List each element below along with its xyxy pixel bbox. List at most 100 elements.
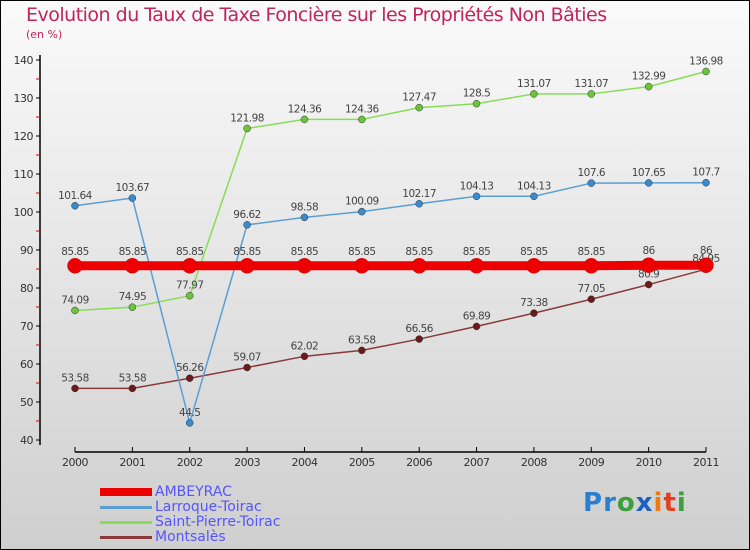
data-point [185, 291, 194, 300]
data-label: 85.85 [291, 246, 319, 258]
series-line-AMBEYRAC [75, 260, 706, 271]
data-label: 85.85 [61, 246, 89, 258]
x-tick-label: 2005 [349, 456, 375, 469]
data-point [415, 335, 423, 343]
data-point [644, 82, 653, 91]
data-point [300, 213, 309, 222]
legend-label: Saint-Pierre-Toirac [155, 514, 281, 530]
x-tick-label: 2004 [291, 456, 317, 469]
data-label: 74.09 [61, 294, 89, 306]
data-point [587, 295, 596, 303]
data-point [640, 257, 657, 273]
data-label: 124.36 [288, 103, 323, 115]
y-tick-label: 100 [14, 206, 34, 219]
data-label: 85.85 [233, 246, 261, 258]
data-label: 56.26 [176, 362, 204, 374]
legend-label: Montsalès [155, 529, 226, 545]
data-label: 98.58 [291, 201, 319, 213]
data-point [181, 258, 198, 274]
x-tick-label: 2010 [636, 456, 662, 469]
series-line-Saint-Pierre-Toirac [74, 70, 707, 312]
x-tick-label: 2006 [406, 456, 432, 469]
legend-label: AMBEYRAC [155, 484, 232, 500]
data-label: 85.85 [348, 246, 376, 258]
data-label: 53.58 [61, 372, 89, 384]
chart-subtitle: (en %) [26, 28, 63, 41]
legend-swatch [100, 535, 152, 539]
series-line-Larroque-Toirac [74, 181, 707, 426]
y-tick-label: 60 [20, 358, 33, 371]
data-point [300, 115, 309, 124]
data-point [415, 200, 423, 208]
y-tick-label: 140 [14, 54, 34, 67]
data-label: 62.02 [291, 340, 319, 352]
data-point [300, 352, 309, 361]
data-point [71, 384, 79, 393]
data-point [296, 258, 313, 274]
data-point [124, 258, 141, 274]
data-label: 69.89 [463, 310, 491, 322]
legend-label: Larroque-Toirac [155, 499, 262, 515]
data-label: 127.47 [402, 92, 436, 104]
data-point [644, 179, 653, 187]
data-point [358, 115, 366, 124]
data-label: 74.95 [119, 291, 147, 303]
data-label: 85.85 [463, 246, 491, 258]
x-tick-label: 2009 [578, 456, 604, 469]
data-point [530, 309, 538, 317]
data-label: 86 [642, 245, 655, 257]
y-tick-label: 50 [20, 396, 33, 409]
x-tick-label: 2001 [119, 456, 145, 469]
y-tick-label: 90 [20, 244, 33, 257]
data-label: 85.85 [405, 246, 433, 258]
data-label: 66.56 [405, 323, 433, 335]
data-label: 104.13 [460, 180, 494, 192]
data-label: 96.62 [233, 209, 261, 221]
data-point [358, 346, 366, 355]
data-label: 131.07 [517, 78, 551, 90]
data-label: 103.67 [115, 182, 149, 194]
x-tick-label: 2011 [693, 456, 719, 469]
data-label: 136.98 [689, 55, 723, 67]
data-point [415, 103, 423, 112]
data-point [243, 221, 251, 229]
data-label: 101.64 [58, 190, 93, 202]
data-point [411, 258, 427, 274]
data-label: 100.09 [345, 196, 379, 208]
y-tick-label: 120 [14, 130, 34, 143]
data-point [644, 280, 653, 289]
x-tick-label: 2008 [521, 456, 547, 469]
legend-swatch [100, 488, 152, 496]
data-label: 59.07 [233, 352, 261, 364]
data-label: 85.85 [577, 246, 605, 258]
data-label: 102.17 [402, 188, 436, 200]
x-tick-label: 2007 [464, 456, 490, 469]
data-label: 124.36 [345, 103, 380, 115]
data-point [472, 99, 481, 108]
data-label: 86 [700, 245, 713, 257]
chart-title: Evolution du Taux de Taxe Foncière sur l… [26, 4, 607, 26]
data-label: 131.07 [574, 78, 608, 90]
y-tick-label: 40 [20, 434, 33, 447]
data-point [239, 258, 255, 274]
data-label: 121.98 [230, 112, 264, 124]
data-point [185, 374, 194, 382]
data-point [702, 67, 710, 76]
data-label: 77.05 [577, 283, 605, 295]
y-tick-label: 70 [20, 320, 33, 333]
data-point [587, 90, 596, 98]
data-point [354, 258, 370, 274]
data-point [702, 178, 710, 187]
data-point [472, 322, 481, 331]
data-point [243, 124, 251, 133]
x-tick-label: 2002 [177, 456, 203, 469]
data-label: 104.13 [517, 180, 551, 192]
data-label: 128.5 [463, 88, 491, 100]
y-tick-label: 130 [14, 92, 34, 105]
data-point [185, 419, 194, 427]
legend-swatch [100, 505, 152, 509]
data-point [128, 194, 137, 202]
data-label: 80.9 [638, 269, 659, 281]
data-label: 53.58 [119, 372, 147, 384]
